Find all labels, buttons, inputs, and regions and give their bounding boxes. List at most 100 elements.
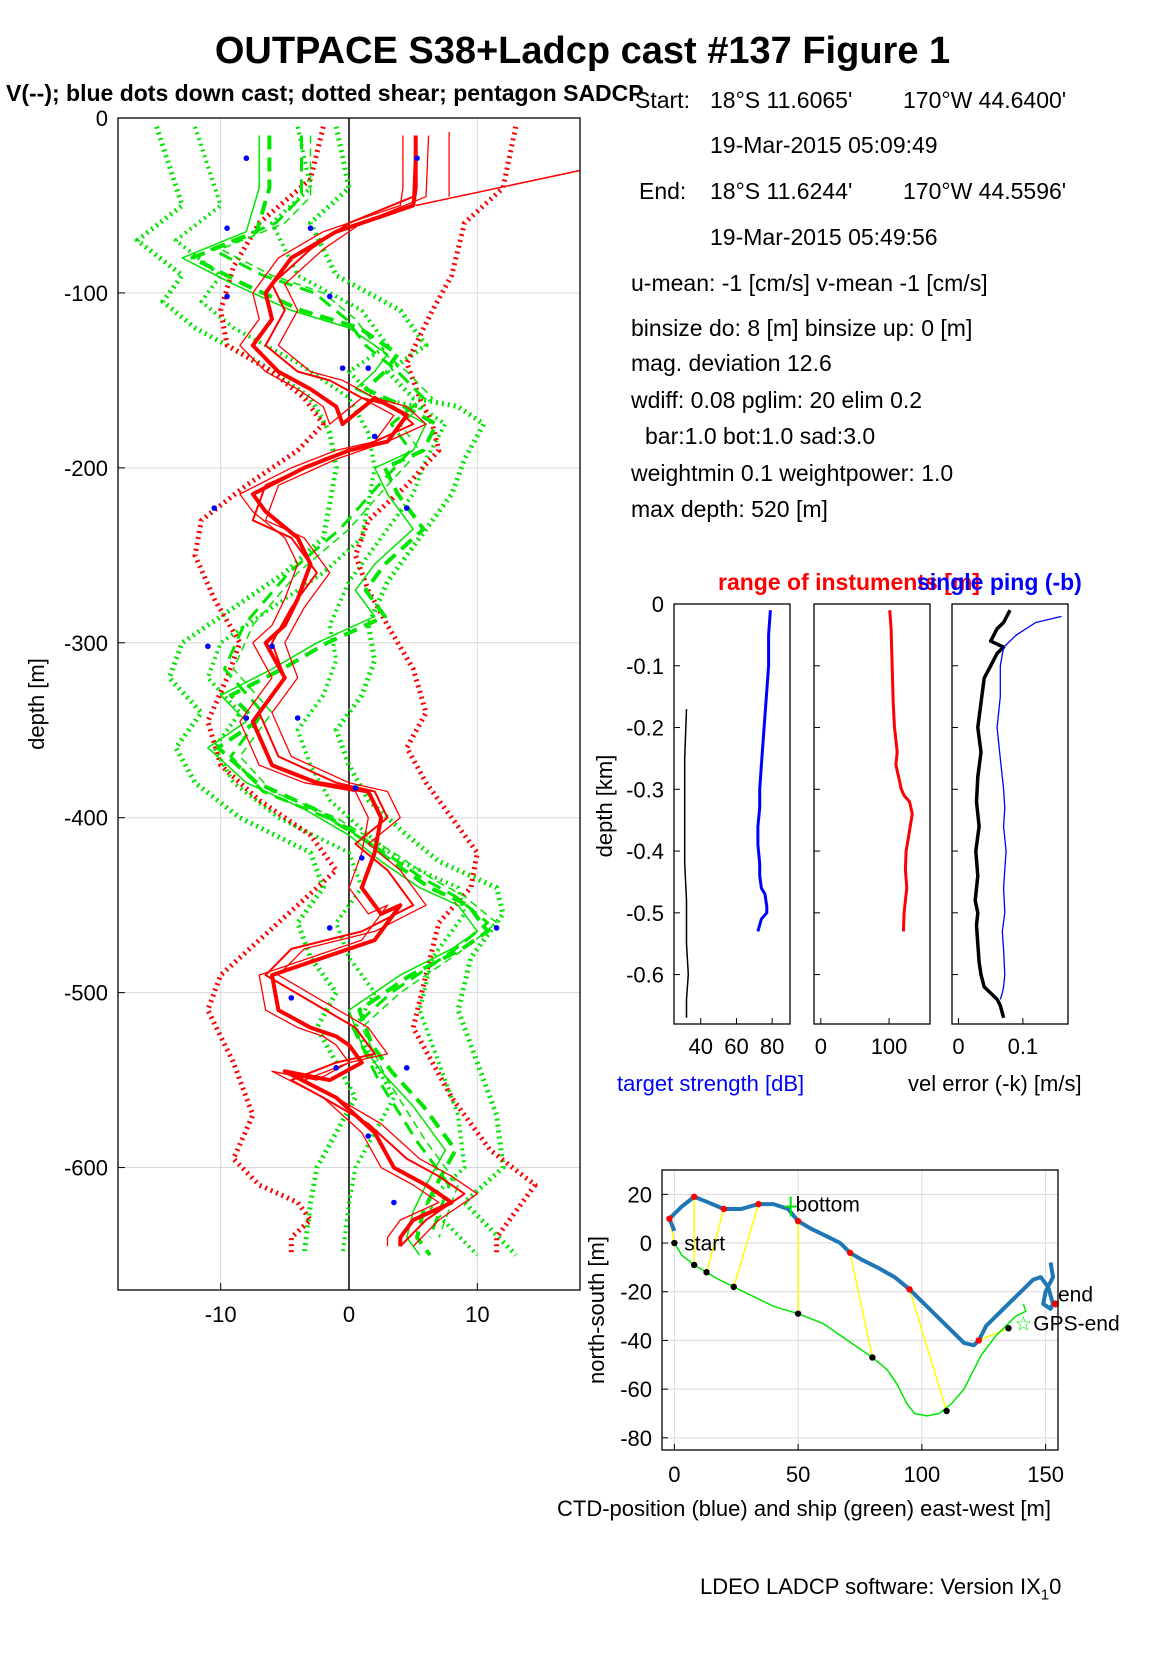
blue-dot: [243, 155, 250, 162]
y-tick-label: -0.6: [626, 963, 664, 988]
vel-error-line: [973, 609, 1012, 1019]
ctd-track-line: [667, 1194, 1055, 1348]
x-tick-label: 80: [760, 1034, 784, 1059]
mean-line: u-mean: -1 [cm/s] v-mean -1 [cm/s]: [631, 270, 988, 296]
x-tick-label: 60: [724, 1034, 748, 1059]
ship-track-line: [673, 1242, 1027, 1417]
x-tick-label: 0.1: [1008, 1034, 1039, 1059]
ship-marker: [730, 1283, 737, 1291]
x-tick-label: 0: [815, 1034, 827, 1059]
start-lon: 170°W 44.6400': [903, 87, 1067, 113]
shear-red-left-line: [192, 126, 339, 1255]
x-tick-label: 0: [952, 1034, 964, 1059]
blue-dot: [224, 225, 230, 232]
ctd-marker: [666, 1215, 673, 1222]
end-label: end: [1058, 1283, 1093, 1306]
range-line: [888, 610, 914, 932]
x-axis-label-vel-error: vel error (-k) [m/s]: [908, 1071, 1082, 1096]
ship-marker: [1005, 1325, 1012, 1332]
v-red-surface-line: [415, 169, 581, 207]
blue-dot: [205, 643, 211, 650]
y-tick-label: -0.1: [626, 654, 664, 679]
software-tail: 0: [1049, 1574, 1062, 1599]
ship-marker: [869, 1354, 876, 1361]
plot-frame: [813, 603, 931, 1025]
blue-dot: [391, 1199, 397, 1206]
y-tick-label: -60: [620, 1377, 652, 1402]
end-lat: 18°S 11.6244': [710, 178, 853, 204]
y-tick-label: -200: [64, 456, 108, 481]
x-tick-label: 0: [343, 1302, 355, 1327]
blue-dot: [403, 1065, 410, 1071]
shear-green-left-line: [134, 125, 358, 1256]
figure-subtitle: V(--); blue dots down cast; dotted shear…: [6, 80, 644, 106]
blue-dot: [294, 715, 301, 721]
ctd-marker: [906, 1286, 913, 1293]
figure-title: OUTPACE S38+Ladcp cast #137 Figure 1: [214, 30, 951, 72]
blue-dot: [307, 225, 314, 232]
v-green-dashed-line: [190, 135, 490, 1257]
ctd-marker: [720, 1205, 728, 1213]
software-version: LDEO LADCP software: Version IX10: [700, 1574, 1061, 1603]
ctd-ship-link: [908, 1289, 948, 1412]
software-subscript: 1: [1040, 1586, 1050, 1604]
ctd-ship-link: [705, 1208, 725, 1273]
x-tick-label: 150: [1027, 1462, 1064, 1487]
ctd-marker: [846, 1249, 854, 1256]
y-tick-label: -0.5: [626, 901, 664, 926]
gps-end-star: ☆: [1014, 1313, 1032, 1335]
gps-end-label: GPS-end: [1033, 1313, 1119, 1336]
x-tick-label: 0: [668, 1462, 680, 1487]
y-tick-label: -0.2: [626, 716, 664, 741]
y-tick-label: -600: [64, 1156, 108, 1181]
x-tick-label: 40: [689, 1034, 713, 1059]
v-green-up-line: [219, 135, 498, 1238]
start-label: start: [684, 1232, 725, 1255]
start-time: 19-Mar-2015 05:09:49: [710, 132, 938, 158]
plot-frame: [661, 1169, 1059, 1451]
bar-line: bar:1.0 bot:1.0 sad:3.0: [645, 423, 876, 449]
x-tick-label: 50: [786, 1462, 810, 1487]
y-tick-label: 0: [96, 106, 108, 131]
y-tick-label: -0.3: [626, 777, 664, 802]
ship-marker: [690, 1261, 698, 1269]
ctd-marker: [755, 1200, 762, 1208]
y-axis-label: north-south [m]: [584, 1236, 609, 1384]
single-ping-title: single ping (-b): [917, 569, 1082, 595]
v-green-line: [181, 135, 479, 1256]
blue-dot: [493, 925, 500, 931]
single-ping-line: [996, 615, 1062, 1000]
ctd-marker: [794, 1217, 802, 1225]
blue-dot: [243, 715, 250, 721]
ctd-ship-link: [733, 1203, 760, 1288]
bottom-label: bottom: [796, 1193, 860, 1216]
blue-dot: [269, 643, 275, 650]
weight-line: weightmin 0.1 weightpower: 1.0: [631, 460, 954, 486]
ship-marker: [794, 1310, 802, 1317]
blue-dot: [326, 925, 333, 931]
ctd-marker: [975, 1337, 982, 1344]
y-tick-label: 20: [628, 1182, 652, 1207]
v-red-main-line: [250, 135, 454, 1247]
blue-dot: [359, 855, 365, 861]
max-depth-line: max depth: 520 [m]: [631, 496, 828, 522]
blue-dot: [224, 293, 230, 300]
start-lat: 18°S 11.6065': [710, 87, 853, 113]
blue-dot: [339, 365, 346, 371]
mag-deviation-line: mag. deviation 12.6: [631, 350, 832, 376]
y-tick-label: -80: [620, 1426, 652, 1451]
blue-dot: [371, 433, 378, 440]
end-time: 19-Mar-2015 05:49:56: [710, 224, 938, 250]
x-tick-label: 100: [871, 1034, 908, 1059]
y-axis-label: depth [km]: [592, 755, 617, 858]
blue-dot: [403, 505, 410, 511]
y-tick-label: -500: [64, 981, 108, 1006]
end-label: End:: [639, 178, 687, 204]
end-marker: [1052, 1300, 1060, 1308]
y-tick-label: -40: [620, 1328, 652, 1353]
ship-marker: [703, 1269, 710, 1276]
x-tick-label: 10: [465, 1302, 489, 1327]
ctd-ship-link: [849, 1252, 874, 1358]
